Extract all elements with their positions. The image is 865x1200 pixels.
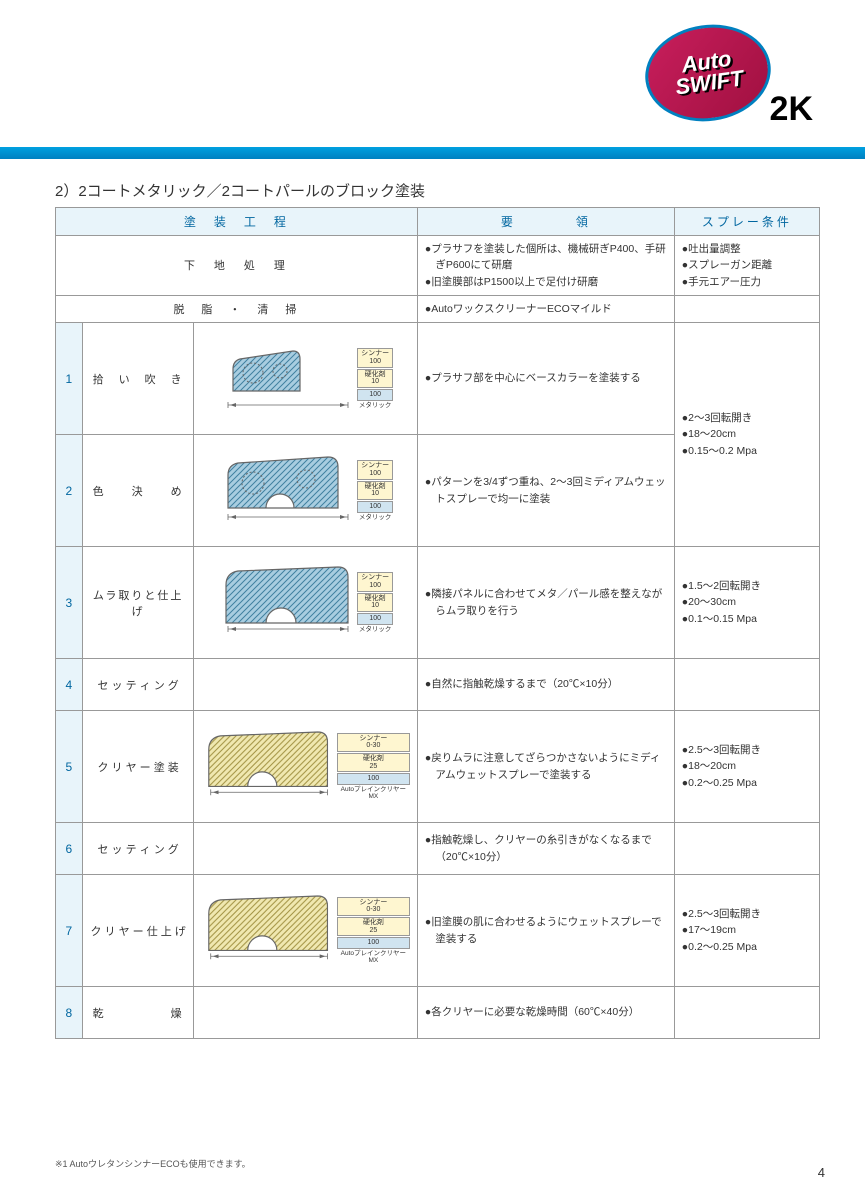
bullet: 0.2〜0.25 Mpa <box>682 775 812 791</box>
diagram-cell <box>194 823 417 875</box>
spray-cell: 1.5〜2回転開き20〜30cm0.1〜0.15 Mpa <box>674 547 819 659</box>
mixing-ratio: シンナー0-30硬化剤25100AutoプレインクリヤーMX <box>337 733 410 801</box>
diagram-cell <box>194 659 417 711</box>
bullet: 旧塗膜の肌に合わせるようにウェットスプレーで塗装する <box>425 914 667 947</box>
diagram-cell: シンナー100硬化剤10100メタリック <box>194 435 417 547</box>
bullet: 指触乾燥し、クリヤーの糸引きがなくなるまで（20℃×10分） <box>425 832 667 865</box>
step-label: ク リ ヤ ー 塗 装 <box>82 711 194 823</box>
bullet: スプレーガン距離 <box>682 257 812 273</box>
spray-cell: 2.5〜3回転開き18〜20cm0.2〜0.25 Mpa <box>674 711 819 823</box>
mixing-ratio: シンナー100硬化剤10100メタリック <box>357 460 393 521</box>
bullet: プラサフを塗装した個所は、機械研ぎP400、手研ぎP600にて研磨 <box>425 241 667 274</box>
yoryo-cell: 各クリヤーに必要な乾燥時間（60℃×40分） <box>417 987 674 1039</box>
bullet: AutoワックスクリーナーECOマイルド <box>425 301 667 317</box>
page-number: 4 <box>818 1165 825 1180</box>
diagram-cell <box>194 987 417 1039</box>
table-row: 7 ク リ ヤ ー 仕 上 げ シンナー0-30硬化剤25100Autoプレイン… <box>56 875 820 987</box>
step-number: 8 <box>56 987 83 1039</box>
mixing-ratio: シンナー100硬化剤10100メタリック <box>357 348 393 409</box>
step-number: 1 <box>56 323 83 435</box>
bullet: 手元エアー圧力 <box>682 274 812 290</box>
diagram-cell: シンナー100硬化剤10100メタリック <box>194 323 417 435</box>
yoryo-cell: 自然に指触乾燥するまで（20℃×10分） <box>417 659 674 711</box>
step-number: 7 <box>56 875 83 987</box>
step-label: ムラ取りと仕上げ <box>82 547 194 659</box>
yoryo-cell: 指触乾燥し、クリヤーの糸引きがなくなるまで（20℃×10分） <box>417 823 674 875</box>
bullet: 吐出量調整 <box>682 241 812 257</box>
table-row: 4 セ ッ テ ィ ン グ 自然に指触乾燥するまで（20℃×10分） <box>56 659 820 711</box>
step-label: ク リ ヤ ー 仕 上 げ <box>82 875 194 987</box>
bullet: 戻りムラに注意してざらつかさないようにミディアムウェットスプレーで塗装する <box>425 750 667 783</box>
spray-cell <box>674 823 819 875</box>
bullet: 18〜20cm <box>682 426 812 442</box>
bullet: プラサフ部を中心にベースカラーを塗装する <box>425 370 667 386</box>
bullet: 0.2〜0.25 Mpa <box>682 939 812 955</box>
table-row: 8 乾 燥 各クリヤーに必要な乾燥時間（60℃×40分） <box>56 987 820 1039</box>
table-row: 1 拾 い 吹 き シンナー100硬化剤10100メタリック プラサフ部を中心に… <box>56 323 820 435</box>
footnote: ※1 AutoウレタンシンナーECOも使用できます。 <box>55 1157 251 1170</box>
mixing-ratio: シンナー100硬化剤10100メタリック <box>357 572 393 633</box>
bullet: 旧塗膜部はP1500以上で足付け研磨 <box>425 274 667 290</box>
spray-cell: 吐出量調整スプレーガン距離手元エアー圧力 <box>674 236 819 296</box>
bullet: 1.5〜2回転開き <box>682 578 812 594</box>
bullet: 2.5〜3回転開き <box>682 742 812 758</box>
step-label: セ ッ テ ィ ン グ <box>82 659 194 711</box>
step-label: 色 決 め <box>82 435 194 547</box>
yoryo-cell: 戻りムラに注意してざらつかさないようにミディアムウェットスプレーで塗装する <box>417 711 674 823</box>
yoryo-cell: プラサフ部を中心にベースカラーを塗装する <box>417 323 674 435</box>
step-number: 6 <box>56 823 83 875</box>
step-number: 5 <box>56 711 83 823</box>
bullet: 各クリヤーに必要な乾燥時間（60℃×40分） <box>425 1004 667 1020</box>
table-row: 5 ク リ ヤ ー 塗 装 シンナー0-30硬化剤25100Autoプレインクリ… <box>56 711 820 823</box>
table-row: 6 セ ッ テ ィ ン グ 指触乾燥し、クリヤーの糸引きがなくなるまで（20℃×… <box>56 823 820 875</box>
step-label: 下 地 処 理 <box>56 236 418 296</box>
spray-cell: 2〜3回転開き18〜20cm0.15〜0.2 Mpa <box>674 323 819 547</box>
step-label: 乾 燥 <box>82 987 194 1039</box>
yoryo-cell: パターンを3/4ずつ重ね、2〜3回ミディアムウェットスプレーで均一に塗装 <box>417 435 674 547</box>
bullet: パターンを3/4ずつ重ね、2〜3回ミディアムウェットスプレーで均一に塗装 <box>425 474 667 507</box>
bullet: 20〜30cm <box>682 594 812 610</box>
logo-suffix: 2K <box>770 90 813 129</box>
step-number: 3 <box>56 547 83 659</box>
table-row: 3 ムラ取りと仕上げ シンナー100硬化剤10100メタリック 隣接パネルに合わ… <box>56 547 820 659</box>
mixing-ratio: シンナー0-30硬化剤25100AutoプレインクリヤーMX <box>337 897 410 965</box>
spray-cell <box>674 987 819 1039</box>
yoryo-cell: 隣接パネルに合わせてメタ／パール感を整えながらムラ取りを行う <box>417 547 674 659</box>
step-number: 2 <box>56 435 83 547</box>
logo: Auto SWIFT 2K <box>645 25 825 155</box>
th-yoryo: 要 領 <box>417 208 674 236</box>
bullet: 2.5〜3回転開き <box>682 906 812 922</box>
spray-cell <box>674 659 819 711</box>
section-title: 2）2コートメタリック／2コートパールのブロック塗装 <box>55 180 425 201</box>
bullet: 18〜20cm <box>682 758 812 774</box>
yoryo-cell: 旧塗膜の肌に合わせるようにウェットスプレーで塗装する <box>417 875 674 987</box>
bullet: 自然に指触乾燥するまで（20℃×10分） <box>425 676 667 692</box>
spray-cell <box>674 295 819 322</box>
th-spray: スプレー条件 <box>674 208 819 236</box>
bullet: 2〜3回転開き <box>682 410 812 426</box>
spray-cell: 2.5〜3回転開き17〜19cm0.2〜0.25 Mpa <box>674 875 819 987</box>
step-number: 4 <box>56 659 83 711</box>
process-table: 塗 装 工 程 要 領 スプレー条件 下 地 処 理 プラサフを塗装した個所は、… <box>55 207 820 1039</box>
bullet: 0.15〜0.2 Mpa <box>682 443 812 459</box>
diagram-cell: シンナー0-30硬化剤25100AutoプレインクリヤーMX <box>194 711 417 823</box>
bullet: 17〜19cm <box>682 922 812 938</box>
bullet: 隣接パネルに合わせてメタ／パール感を整えながらムラ取りを行う <box>425 586 667 619</box>
yoryo-cell: プラサフを塗装した個所は、機械研ぎP400、手研ぎP600にて研磨旧塗膜部はP1… <box>417 236 674 296</box>
th-process: 塗 装 工 程 <box>56 208 418 236</box>
step-label: 拾 い 吹 き <box>82 323 194 435</box>
diagram-cell: シンナー0-30硬化剤25100AutoプレインクリヤーMX <box>194 875 417 987</box>
diagram-cell: シンナー100硬化剤10100メタリック <box>194 547 417 659</box>
step-label: セ ッ テ ィ ン グ <box>82 823 194 875</box>
bullet: 0.1〜0.15 Mpa <box>682 611 812 627</box>
step-label: 脱 脂 ・ 清 掃 <box>56 295 418 322</box>
yoryo-cell: AutoワックスクリーナーECOマイルド <box>417 295 674 322</box>
